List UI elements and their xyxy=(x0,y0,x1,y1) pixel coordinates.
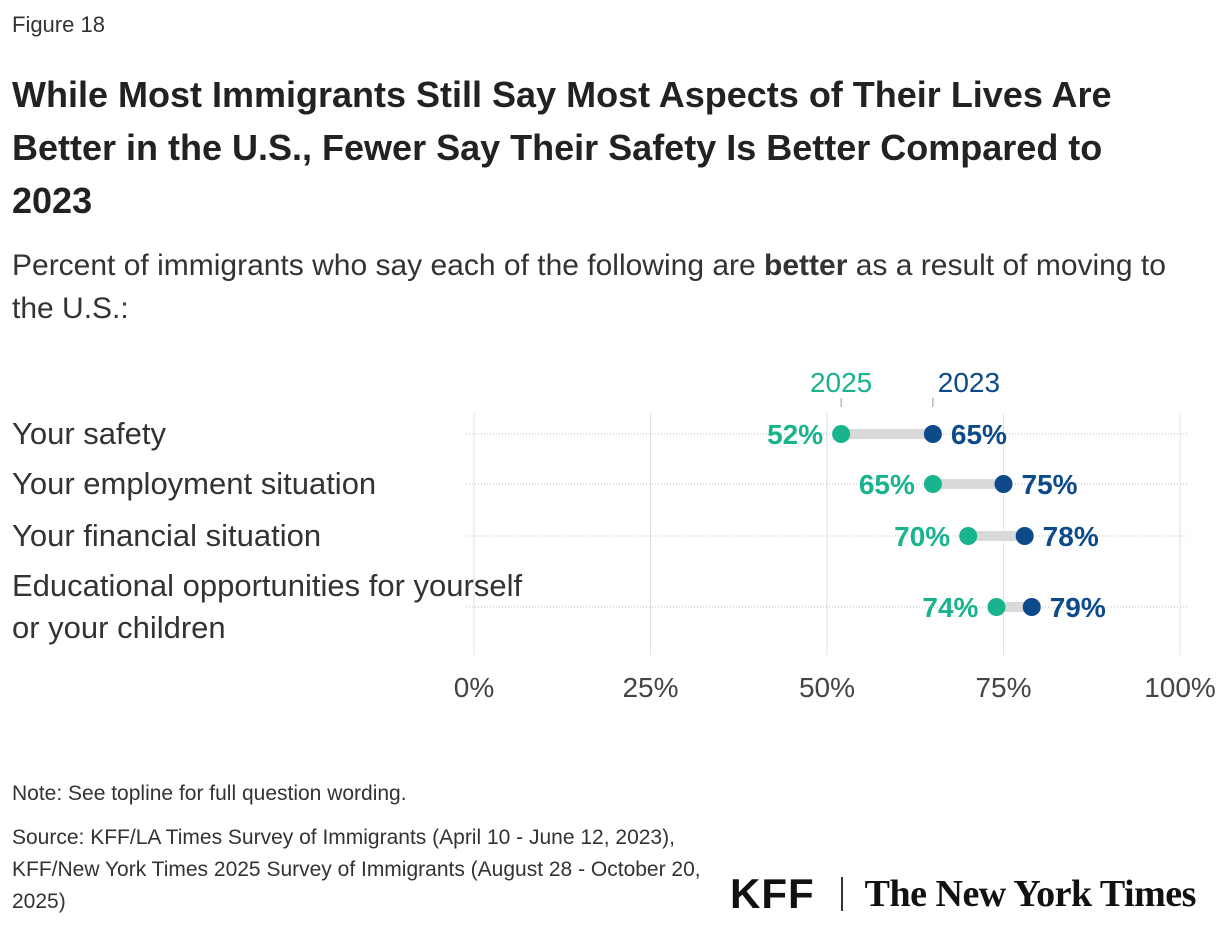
kff-logo: KFF xyxy=(730,870,815,917)
nyt-logo: The New York Times xyxy=(864,873,1197,915)
x-tick-label: 50% xyxy=(799,672,855,703)
data-label-2025: 52% xyxy=(767,419,823,450)
logo-divider xyxy=(840,877,843,911)
data-label-2025: 70% xyxy=(894,521,950,552)
subtitle-text-before: Percent of immigrants who say each of th… xyxy=(12,249,765,282)
legend-2023: 2023 xyxy=(938,367,1000,398)
data-label-2023: 65% xyxy=(951,419,1007,450)
dot-2023 xyxy=(923,425,942,443)
subtitle-emphasis: better xyxy=(764,249,848,282)
data-label-2025: 74% xyxy=(922,592,978,623)
category-label: Your employment situation xyxy=(12,466,376,501)
legend-2025: 2025 xyxy=(810,367,872,398)
dot-2023 xyxy=(1022,598,1041,616)
chart-note: Note: See topline for full question word… xyxy=(12,782,407,805)
x-tick-label: 0% xyxy=(454,672,494,703)
dot-2025 xyxy=(987,598,1006,616)
chart-subtitle: Percent of immigrants who say each of th… xyxy=(12,244,1192,330)
data-label-2023: 78% xyxy=(1043,521,1099,552)
dot-2025 xyxy=(923,475,942,493)
data-label-2023: 79% xyxy=(1050,592,1106,623)
chart-source: Source: KFF/LA Times Survey of Immigrant… xyxy=(12,826,701,913)
logos: KFF The New York Times xyxy=(730,866,1196,922)
category-label: Your financial situation xyxy=(12,518,321,553)
figure-label: Figure 18 xyxy=(12,12,105,37)
category-label: Your safety xyxy=(12,416,166,451)
x-tick-label: 100% xyxy=(1144,672,1216,703)
subtitle-text-after: as a result of moving to the U.S.: xyxy=(12,249,1166,325)
data-label-2025: 65% xyxy=(859,469,915,500)
x-tick-label: 75% xyxy=(975,672,1031,703)
dot-2025 xyxy=(959,527,978,545)
dot-2023 xyxy=(994,475,1013,493)
category-label: Educational opportunities for yourself or… xyxy=(12,568,522,645)
dot-2025 xyxy=(832,425,851,443)
data-label-2023: 75% xyxy=(1022,469,1078,500)
dot-chart: 0% 25% 50% 75% 100% Your safety Your employmen… xyxy=(12,367,1216,703)
dot-2023 xyxy=(1015,527,1034,545)
x-tick-label: 25% xyxy=(622,672,678,703)
chart-title: While Most Immigrants Still Say Most Asp… xyxy=(12,74,1112,221)
